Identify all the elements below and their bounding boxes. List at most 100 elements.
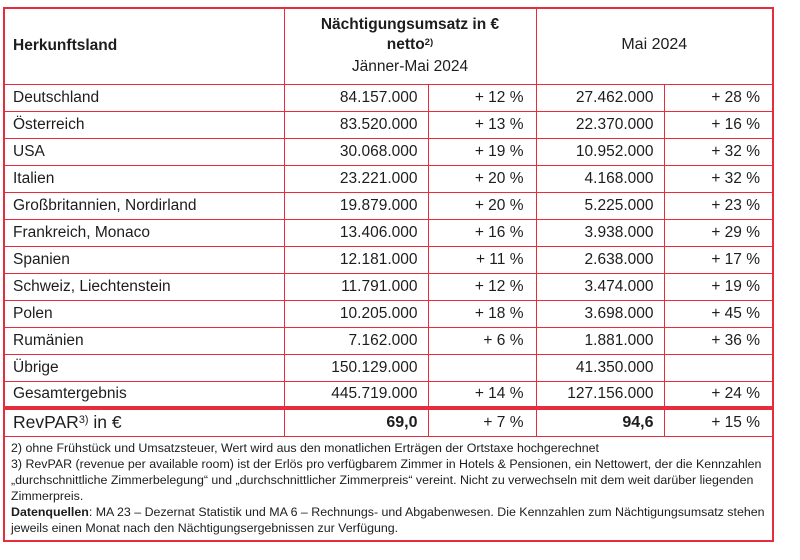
table-row: Rumänien 7.162.000 + 6 % 1.881.000 + 36 … xyxy=(3,326,774,355)
mai-pct-cell: + 19 % xyxy=(663,272,774,301)
footnote-2-marker: 2) xyxy=(424,36,434,48)
footnotes-row: 2) ohne Frühstück und Umsatzsteuer, Wert… xyxy=(3,435,774,541)
header-naechtigungsumsatz-ytd: Nächtigungsumsatz in € netto2) Jänner-Ma… xyxy=(283,7,537,85)
ytd-pct-cell: + 19 % xyxy=(427,137,537,166)
country-cell: Frankreich, Monaco xyxy=(3,218,285,247)
country-cell: Spanien xyxy=(3,245,285,274)
header-netto-label: netto xyxy=(386,36,425,54)
header-umsatz-line1: Nächtigungsumsatz in € xyxy=(320,16,500,34)
ytd-value-cell: 23.221.000 xyxy=(283,164,429,193)
table-row: Frankreich, Monaco 13.406.000 + 16 % 3.9… xyxy=(3,218,774,247)
header-umsatz-line2: netto2) xyxy=(285,35,536,57)
ytd-pct-cell: + 12 % xyxy=(427,83,537,112)
ytd-pct-cell: + 11 % xyxy=(427,245,537,274)
sources-text: : MA 23 – Dezernat Statistik und MA 6 – … xyxy=(11,504,765,535)
mai-pct-cell: + 16 % xyxy=(663,110,774,139)
table-row-total: Gesamtergebnis 445.719.000 + 14 % 127.15… xyxy=(3,380,774,409)
ytd-value-cell: 19.879.000 xyxy=(283,191,429,220)
country-cell: Gesamtergebnis xyxy=(3,380,285,409)
ytd-pct-cell: + 12 % xyxy=(427,272,537,301)
header-period-jaenner-mai: Jänner-Mai 2024 xyxy=(351,58,469,76)
mai-value-cell: 2.638.000 xyxy=(535,245,665,274)
country-cell: Großbritannien, Nordirland xyxy=(3,191,285,220)
country-cell: Italien xyxy=(3,164,285,193)
revpar-row: RevPAR3) in € 69,0 + 7 % 94,6 + 15 % xyxy=(3,406,774,437)
mai-value-cell: 127.156.000 xyxy=(535,380,665,409)
table-row: Polen 10.205.000 + 18 % 3.698.000 + 45 % xyxy=(3,299,774,328)
header-herkunftsland: Herkunftsland xyxy=(3,7,285,85)
ytd-pct-cell: + 13 % xyxy=(427,110,537,139)
header-period-mai: Mai 2024 xyxy=(621,36,688,54)
country-cell: Rumänien xyxy=(3,326,285,355)
mai-pct-cell: + 17 % xyxy=(663,245,774,274)
table-row: Übrige 150.129.000 41.350.000 xyxy=(3,353,774,382)
mai-value-cell: 3.474.000 xyxy=(535,272,665,301)
footnote-3: 3) RevPAR (revenue per available room) i… xyxy=(11,456,762,503)
ytd-value-cell: 10.205.000 xyxy=(283,299,429,328)
mai-pct-cell: + 24 % xyxy=(663,380,774,409)
mai-pct-cell: + 29 % xyxy=(663,218,774,247)
footnotes-cell: 2) ohne Frühstück und Umsatzsteuer, Wert… xyxy=(3,435,774,541)
mai-pct-cell: + 32 % xyxy=(663,164,774,193)
revpar-ytd-value-cell: 69,0 xyxy=(283,406,429,437)
footnote-3-marker: 3) xyxy=(78,414,89,427)
revpar-ytd-pct-cell: + 7 % xyxy=(427,406,537,437)
mai-value-cell: 5.225.000 xyxy=(535,191,665,220)
country-cell: Österreich xyxy=(3,110,285,139)
revpar-mai-pct-cell: + 15 % xyxy=(663,406,774,437)
mai-pct-cell: + 28 % xyxy=(663,83,774,112)
country-cell: Übrige xyxy=(3,353,285,382)
ytd-value-cell: 13.406.000 xyxy=(283,218,429,247)
mai-value-cell: 22.370.000 xyxy=(535,110,665,139)
mai-value-cell: 41.350.000 xyxy=(535,353,665,382)
table-row: Deutschland 84.157.000 + 12 % 27.462.000… xyxy=(3,83,774,112)
ytd-pct-cell: + 20 % xyxy=(427,164,537,193)
naechtigungsumsatz-table: Herkunftsland Nächtigungsumsatz in € net… xyxy=(3,7,775,542)
table-row: Italien 23.221.000 + 20 % 4.168.000 + 32… xyxy=(3,164,774,193)
header-mai-2024: Mai 2024 xyxy=(535,7,774,85)
mai-value-cell: 10.952.000 xyxy=(535,137,665,166)
table-row: Schweiz, Liechtenstein 11.791.000 + 12 %… xyxy=(3,272,774,301)
ytd-value-cell: 445.719.000 xyxy=(283,380,429,409)
table-row: Österreich 83.520.000 + 13 % 22.370.000 … xyxy=(3,110,774,139)
revpar-label: RevPAR xyxy=(13,412,79,433)
mai-value-cell: 1.881.000 xyxy=(535,326,665,355)
table-row: Großbritannien, Nordirland 19.879.000 + … xyxy=(3,191,774,220)
mai-value-cell: 3.938.000 xyxy=(535,218,665,247)
ytd-value-cell: 150.129.000 xyxy=(283,353,429,382)
mai-pct-cell: + 45 % xyxy=(663,299,774,328)
footnote-sources: Datenquellen: MA 23 – Dezernat Statistik… xyxy=(11,504,766,536)
country-cell: Polen xyxy=(3,299,285,328)
mai-pct-cell xyxy=(663,353,774,382)
ytd-pct-cell xyxy=(427,353,537,382)
country-cell: USA xyxy=(3,137,285,166)
ytd-value-cell: 12.181.000 xyxy=(283,245,429,274)
country-cell: Deutschland xyxy=(3,83,285,112)
mai-pct-cell: + 32 % xyxy=(663,137,774,166)
table-header-row: Herkunftsland Nächtigungsumsatz in € net… xyxy=(3,7,774,85)
revenue-table-container: Herkunftsland Nächtigungsumsatz in € net… xyxy=(3,7,775,542)
ytd-pct-cell: + 16 % xyxy=(427,218,537,247)
mai-pct-cell: + 23 % xyxy=(663,191,774,220)
footnote-2: 2) ohne Frühstück und Umsatzsteuer, Wert… xyxy=(11,440,599,455)
sources-label: Datenquellen xyxy=(11,504,89,519)
ytd-value-cell: 84.157.000 xyxy=(283,83,429,112)
revpar-mai-value-cell: 94,6 xyxy=(535,406,665,437)
ytd-value-cell: 83.520.000 xyxy=(283,110,429,139)
table-row: Spanien 12.181.000 + 11 % 2.638.000 + 17… xyxy=(3,245,774,274)
mai-value-cell: 3.698.000 xyxy=(535,299,665,328)
mai-pct-cell: + 36 % xyxy=(663,326,774,355)
country-cell: Schweiz, Liechtenstein xyxy=(3,272,285,301)
ytd-pct-cell: + 18 % xyxy=(427,299,537,328)
ytd-pct-cell: + 14 % xyxy=(427,380,537,409)
ytd-value-cell: 11.791.000 xyxy=(283,272,429,301)
ytd-value-cell: 7.162.000 xyxy=(283,326,429,355)
revpar-unit-label: in € xyxy=(88,412,122,433)
ytd-pct-cell: + 20 % xyxy=(427,191,537,220)
ytd-pct-cell: + 6 % xyxy=(427,326,537,355)
revpar-label-cell: RevPAR3) in € xyxy=(3,406,285,437)
mai-value-cell: 27.462.000 xyxy=(535,83,665,112)
ytd-value-cell: 30.068.000 xyxy=(283,137,429,166)
mai-value-cell: 4.168.000 xyxy=(535,164,665,193)
table-row: USA 30.068.000 + 19 % 10.952.000 + 32 % xyxy=(3,137,774,166)
